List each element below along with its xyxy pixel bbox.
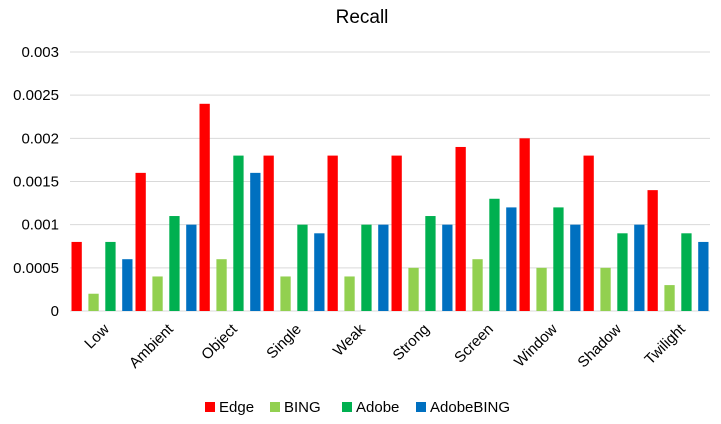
bar-bing-shadow	[600, 267, 611, 311]
bar-edge-object	[199, 103, 210, 311]
bar-bing-low	[88, 293, 99, 311]
bar-adobe-weak	[361, 224, 372, 311]
y-tick-label: 0.003	[21, 44, 59, 61]
bar-adobebing-screen	[506, 207, 517, 311]
y-tick-label: 0.0005	[13, 260, 59, 277]
bar-adobe-single	[297, 224, 308, 311]
gridlines	[70, 51, 710, 312]
x-category-label: Single	[263, 321, 305, 363]
legend-label: AdobeBING	[430, 399, 510, 416]
bar-bing-object	[216, 259, 227, 311]
legend-label: Adobe	[356, 399, 399, 416]
legend-item-adobebing: AdobeBING	[416, 399, 510, 416]
bar-edge-weak	[327, 155, 338, 311]
bar-adobebing-weak	[378, 224, 389, 311]
bar-bing-weak	[344, 276, 355, 311]
bar-adobe-low	[105, 241, 116, 311]
bar-bing-twilight	[664, 285, 675, 311]
bar-edge-ambient	[135, 172, 146, 311]
bar-edge-twilight	[647, 190, 658, 311]
x-category-label: Low	[81, 321, 113, 353]
bar-bing-strong	[408, 267, 419, 311]
bars	[71, 103, 709, 311]
x-category-label: Screen	[451, 321, 497, 367]
bar-bing-window	[536, 267, 547, 311]
bar-adobebing-window	[570, 224, 581, 311]
legend-item-edge: Edge	[205, 399, 254, 416]
bar-edge-shadow	[583, 155, 594, 311]
bar-adobebing-twilight	[698, 241, 709, 311]
bar-adobe-shadow	[617, 233, 628, 311]
bar-adobe-twilight	[681, 233, 692, 311]
x-category-label: Twilight	[641, 320, 689, 368]
x-category-label: Ambient	[126, 320, 178, 372]
chart-title: Recall	[336, 7, 389, 28]
bar-adobebing-low	[122, 259, 133, 311]
bar-adobebing-single	[314, 233, 325, 311]
y-tick-label: 0.0025	[13, 87, 59, 104]
bar-adobe-window	[553, 207, 564, 311]
bar-bing-ambient	[152, 276, 163, 311]
legend: Edge BING Adobe AdobeBING	[205, 399, 510, 416]
legend-label: BING	[284, 399, 321, 416]
bar-adobe-ambient	[169, 216, 180, 311]
y-tick-label: 0.002	[21, 130, 59, 147]
legend-item-bing: BING	[270, 399, 321, 416]
x-category-label: Shadow	[574, 321, 624, 371]
x-category-label: Window	[511, 321, 561, 371]
legend-label: Edge	[219, 399, 254, 416]
bar-bing-single	[280, 276, 291, 311]
bar-bing-screen	[472, 259, 483, 311]
y-tick-label: 0.001	[21, 217, 59, 234]
x-axis-category-labels: Low Ambient Object Single Weak Strong Screen Wi…	[81, 320, 689, 372]
bar-adobe-object	[233, 155, 244, 311]
bar-adobebing-ambient	[186, 224, 197, 311]
y-axis-tick-labels: 0 0.0005 0.001 0.0015 0.002 0.0025 0.003	[13, 44, 59, 320]
legend-swatch	[416, 402, 426, 412]
bar-edge-screen	[455, 146, 466, 311]
legend-swatch	[205, 402, 215, 412]
x-category-label: Strong	[390, 321, 433, 364]
legend-item-adobe: Adobe	[342, 399, 399, 416]
bar-adobebing-shadow	[634, 224, 645, 311]
x-category-label: Weak	[330, 320, 369, 359]
bar-edge-strong	[391, 155, 402, 311]
legend-swatch	[270, 402, 280, 412]
y-tick-label: 0.0015	[13, 174, 59, 191]
bar-edge-low	[71, 241, 82, 311]
bar-adobebing-strong	[442, 224, 453, 311]
bar-adobe-screen	[489, 198, 500, 311]
legend-swatch	[342, 402, 352, 412]
y-tick-label: 0	[51, 303, 59, 320]
bar-edge-single	[263, 155, 274, 311]
bar-adobebing-object	[250, 172, 261, 311]
x-category-label: Object	[198, 320, 241, 363]
bar-edge-window	[519, 138, 530, 311]
bar-adobe-strong	[425, 216, 436, 311]
